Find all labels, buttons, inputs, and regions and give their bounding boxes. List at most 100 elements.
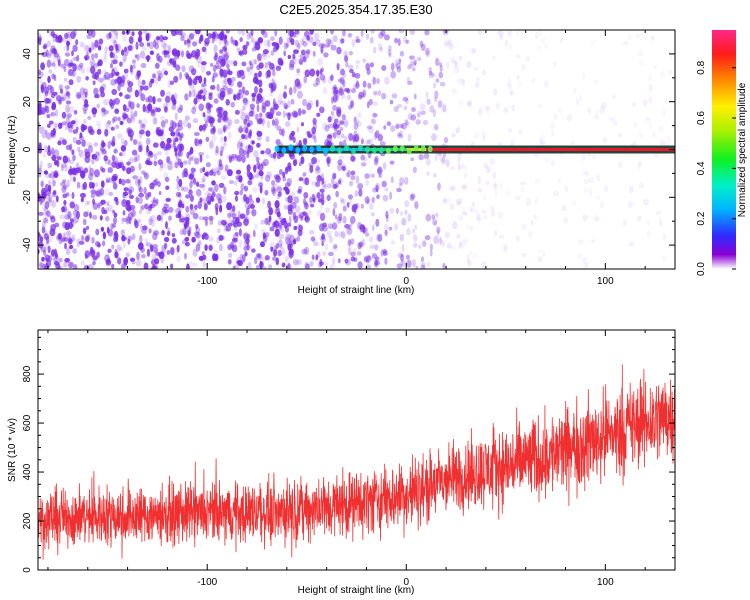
spectrogram-noise-dot <box>438 62 443 67</box>
spectrogram-noise-dot <box>424 235 431 241</box>
spectrogram-noise-dot <box>161 229 166 236</box>
spectrogram-noise-dot <box>157 181 161 188</box>
spectrogram-noise-dot <box>230 77 236 82</box>
spectrogram-noise-dot <box>401 260 407 267</box>
spectrogram-noise-dot <box>410 157 415 162</box>
spectrogram-noise-dot <box>192 212 199 220</box>
spectrogram-noise-dot <box>211 134 217 143</box>
spectrogram-noise-dot <box>344 55 349 63</box>
spectrogram-noise-dot <box>204 46 208 55</box>
spectrogram-noise-dot <box>431 214 436 220</box>
spectrogram-noise-dot <box>456 234 461 239</box>
spectrogram-noise-dot <box>413 234 418 242</box>
spectrogram-noise-dot <box>349 180 354 187</box>
spectrogram-noise-dot <box>381 65 387 71</box>
spectrogram-noise-dot <box>370 30 375 34</box>
spectrogram-noise-dot <box>327 39 333 47</box>
spectrogram-noise-dot <box>174 162 179 169</box>
spectrogram-noise-dot <box>311 254 315 260</box>
spectrogram-noise-dot <box>348 246 352 255</box>
spectrogram-noise-dot <box>296 235 301 242</box>
spectrogram-noise-dot <box>363 256 368 263</box>
snr-y-tick-label: 200 <box>22 512 33 529</box>
spectrogram-noise-dot <box>368 202 374 210</box>
spectrogram-noise-dot <box>617 161 623 168</box>
spectrogram-noise-dot <box>457 124 461 131</box>
spectrogram-noise-dot <box>143 203 149 210</box>
spectrogram-noise-dot <box>317 57 323 66</box>
spectrogram-noise-dot <box>383 223 389 232</box>
spectrogram-noise-dot <box>450 57 456 64</box>
spectrogram-noise-dot <box>425 47 430 56</box>
spectrogram-noise-dot <box>239 37 243 43</box>
spectrogram-noise-dot <box>111 178 117 184</box>
spectrogram-noise-dot <box>115 43 119 51</box>
spectrogram-noise-dot <box>227 212 232 218</box>
spectrogram-noise-dot <box>260 150 265 155</box>
spectrogram-noise-dot <box>292 238 297 245</box>
spectrogram-noise-dot <box>237 259 243 267</box>
snr-y-tick-label: 400 <box>22 463 33 480</box>
spectrogram-noise-dot <box>140 93 146 102</box>
spectrogram-noise-dot <box>426 98 431 105</box>
spectrogram-noise-dot <box>451 88 457 94</box>
spectrogram-noise-dot <box>194 30 201 35</box>
spectrogram-noise-dot <box>318 175 322 182</box>
spectrogram-noise-dot <box>129 101 135 110</box>
spectrogram-noise-dot <box>76 54 80 62</box>
spectrogram-noise-dot <box>270 36 275 42</box>
spectrogram-noise-dot <box>224 164 229 172</box>
spectrogram-noise-dot <box>454 60 458 66</box>
spectrogram-noise-dot <box>422 240 427 247</box>
spectrogram-noise-dot <box>343 119 349 127</box>
spectrogram-noise-dot <box>106 201 110 207</box>
spectrogram-noise-dot <box>466 101 471 107</box>
spectrogram-noise-dot <box>481 261 487 269</box>
spectrogram-noise-dot <box>374 256 380 262</box>
spectrogram-noise-dot <box>383 125 387 130</box>
spectrogram-noise-dot <box>234 190 240 196</box>
spectrogram-noise-dot <box>180 32 186 37</box>
spectrogram-noise-dot <box>305 49 311 55</box>
spectrogram-noise-dot <box>407 113 413 121</box>
spectrogram-noise-dot <box>284 85 287 90</box>
spectrogram-noise-dot <box>96 61 101 67</box>
spectrogram-noise-dot <box>91 154 98 160</box>
signal-blob <box>274 145 280 152</box>
spectrogram-noise-dot <box>139 234 143 243</box>
spectrogram-noise-dot <box>489 158 496 165</box>
spectrogram-noise-dot <box>239 189 243 196</box>
spectrogram-noise-dot <box>588 176 595 184</box>
spectrogram-noise-dot <box>446 242 452 249</box>
spectrogram-noise-dot <box>166 250 171 255</box>
spectrogram-x-label: Height of straight line (km) <box>298 285 415 296</box>
spectrogram-noise-dot <box>238 51 243 56</box>
spectrogram-noise-dot <box>84 91 88 98</box>
spectrogram-noise-dot <box>61 164 64 172</box>
spectrogram-noise-dot <box>114 108 120 114</box>
spectrogram-noise-dot <box>241 154 246 163</box>
spectrogram-noise-dot <box>267 39 271 48</box>
spectrogram-x-axis: -100 0 100 <box>47 30 646 287</box>
spectrogram-noise-dot <box>201 251 205 256</box>
spectrogram-noise-dot <box>578 239 584 246</box>
spectrogram-noise-dot <box>288 249 294 259</box>
spectrogram-noise-dot <box>559 36 563 44</box>
spectrogram-noise-dot <box>374 155 379 163</box>
spectrogram-noise-dot <box>381 180 387 188</box>
signal-blob <box>406 148 412 155</box>
spectrogram-noise-dot <box>64 85 71 90</box>
spectrogram-noise-dot <box>236 92 241 101</box>
spectrogram-noise-dot <box>66 157 71 163</box>
spectrogram-noise-dot <box>306 131 312 136</box>
spectrogram-noise-dot <box>297 189 302 194</box>
spectrogram-noise-dot <box>107 229 114 237</box>
spectrogram-noise-dot <box>273 103 279 110</box>
spectrogram-noise-dot <box>140 62 147 69</box>
spectrogram-noise-dot <box>127 81 134 88</box>
spectrogram-noise-dot <box>283 204 289 210</box>
spectrogram-noise-dot <box>246 164 250 172</box>
spectrogram-y-tick-label: -40 <box>22 237 33 252</box>
spectrogram-noise-dot <box>595 194 601 201</box>
spectrogram-noise-dot <box>388 226 393 231</box>
